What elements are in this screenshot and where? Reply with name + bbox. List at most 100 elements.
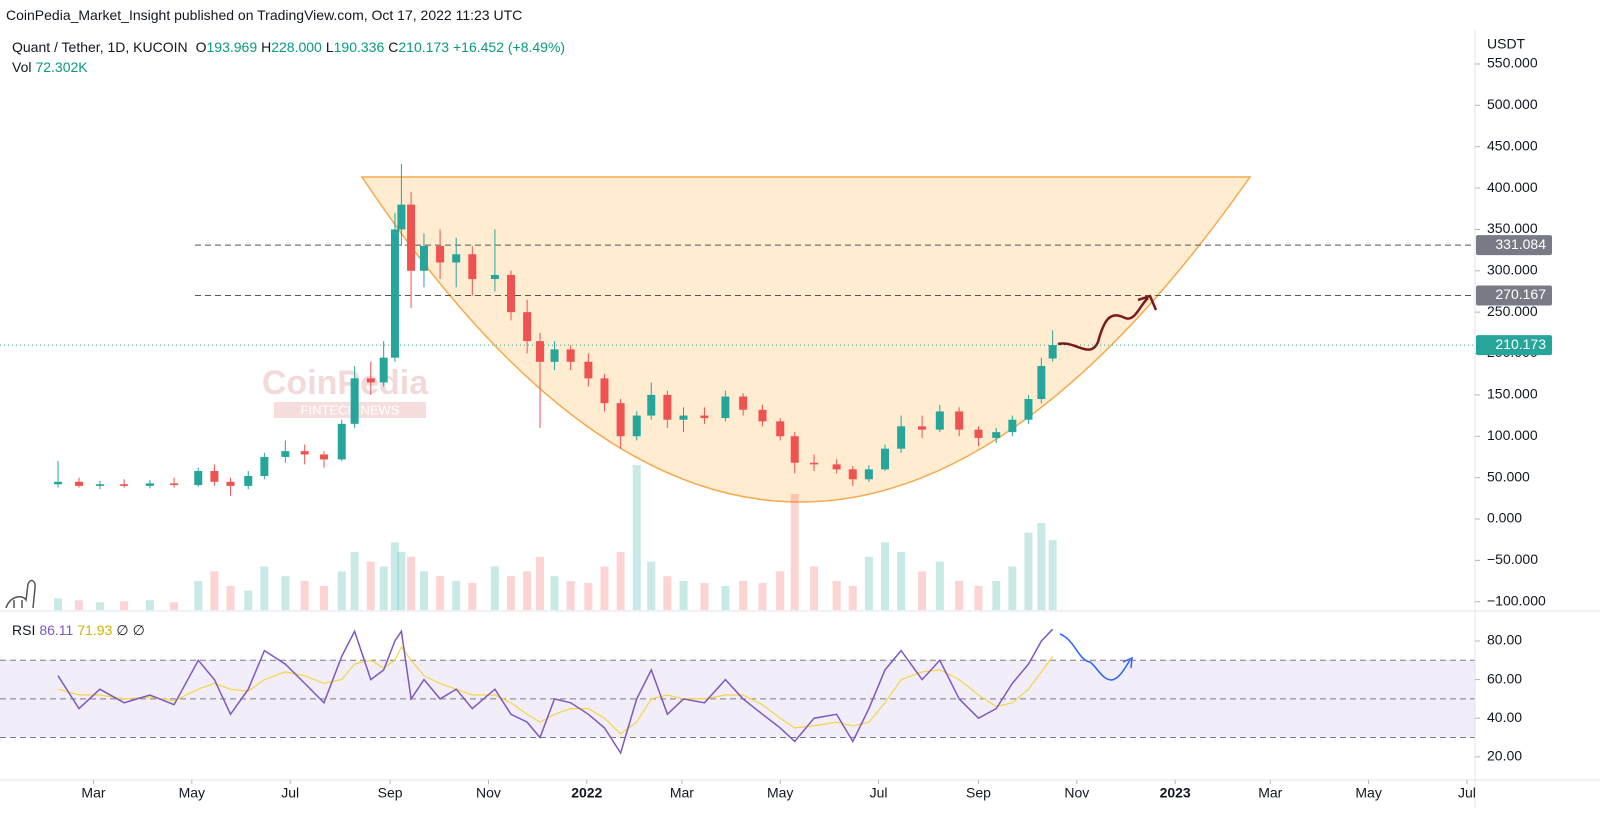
candle-body bbox=[935, 411, 944, 430]
candle-body bbox=[390, 229, 399, 358]
watermark-band bbox=[274, 402, 426, 418]
y-tick-label: 250.000 bbox=[1487, 303, 1538, 319]
rsi-extra: ∅ bbox=[116, 622, 129, 638]
ohlc-value: 210.173 bbox=[398, 39, 449, 55]
unit-label: USDT bbox=[1487, 36, 1526, 52]
candle-body bbox=[1024, 399, 1033, 420]
candle-body bbox=[832, 464, 841, 470]
volume-bar bbox=[260, 566, 269, 610]
candle-body bbox=[145, 483, 154, 486]
volume-bar bbox=[170, 602, 179, 610]
volume-legend: Vol 72.302K bbox=[12, 59, 92, 75]
candle-body bbox=[337, 423, 346, 460]
volume-bar bbox=[935, 561, 944, 610]
volume-bar bbox=[507, 576, 516, 610]
ohlc-value: 228.000 bbox=[271, 39, 322, 55]
volume-bar bbox=[210, 571, 219, 610]
volume-bar bbox=[1048, 540, 1057, 610]
y-tick-label: 0.000 bbox=[1487, 510, 1522, 526]
volume-bar bbox=[679, 581, 688, 610]
last-price-badge bbox=[1476, 335, 1552, 356]
price-change: +16.452 (+8.49%) bbox=[452, 39, 566, 55]
x-tick-label: 2023 bbox=[1160, 785, 1191, 801]
volume-bar bbox=[452, 581, 461, 610]
volume-bar bbox=[1037, 523, 1046, 610]
volume-bar bbox=[832, 581, 841, 610]
candle-body bbox=[550, 349, 559, 362]
volume-bar bbox=[616, 552, 625, 610]
level-badge bbox=[1476, 235, 1552, 256]
candle-body bbox=[721, 396, 730, 419]
candle-body bbox=[974, 429, 983, 438]
candle-body bbox=[1048, 345, 1057, 359]
volume-bar bbox=[536, 556, 545, 610]
volume-bar bbox=[226, 585, 235, 610]
vol-value: 72.302K bbox=[35, 59, 88, 75]
level-label: 270.167 bbox=[1495, 286, 1546, 302]
candle-body bbox=[897, 426, 906, 449]
candle-body bbox=[226, 481, 235, 486]
rsi-line bbox=[57, 628, 1054, 755]
volume-bar bbox=[300, 581, 309, 610]
candle-body bbox=[810, 462, 819, 465]
candle-body bbox=[120, 484, 129, 486]
x-tick-label: Jul bbox=[281, 785, 299, 801]
rsi-arrow-head bbox=[1122, 656, 1133, 669]
volume-bar bbox=[550, 576, 559, 610]
candle-body bbox=[407, 204, 416, 271]
candle-body bbox=[776, 421, 785, 437]
ohlc-key: C bbox=[388, 39, 399, 55]
candle-body bbox=[452, 254, 461, 263]
volume-bar bbox=[974, 585, 983, 610]
rsi-value: 86.11 bbox=[39, 622, 74, 638]
logo-icon bbox=[5, 579, 36, 609]
candle-body bbox=[490, 274, 499, 280]
x-tick-label: May bbox=[179, 785, 205, 801]
ohlc-value: 193.969 bbox=[206, 39, 258, 55]
ohlc-key: H bbox=[261, 39, 272, 55]
candle-body bbox=[95, 484, 104, 486]
y-tick-label: −50.000 bbox=[1487, 551, 1538, 567]
symbol-legend: Quant / Tether, 1D, KUCOIN O193.969 H228.0… bbox=[12, 39, 569, 55]
watermark: CoinPedia FINTECH NEWS bbox=[262, 364, 429, 418]
x-tick-label: 2022 bbox=[571, 785, 602, 801]
last-price-label: 210.173 bbox=[1495, 336, 1546, 352]
candle-body bbox=[700, 415, 709, 419]
y-tick-label: 150.000 bbox=[1487, 386, 1538, 402]
y-tick-label: 450.000 bbox=[1487, 137, 1538, 153]
x-tick-label: Mar bbox=[81, 785, 105, 801]
y-tick-label: 500.000 bbox=[1487, 96, 1538, 112]
rsi-tick-label: 80.00 bbox=[1487, 632, 1522, 648]
volume-bar bbox=[739, 581, 748, 610]
symbol: Quant / Tether, 1D, KUCOIN bbox=[12, 39, 188, 55]
y-tick-label: 300.000 bbox=[1487, 261, 1538, 277]
candle-body bbox=[758, 409, 767, 422]
candle-body bbox=[955, 411, 964, 430]
volume-bar bbox=[523, 571, 532, 610]
candle-body bbox=[281, 451, 290, 457]
x-tick-label: Jul bbox=[870, 785, 888, 801]
rsi-tick-label: 40.00 bbox=[1487, 709, 1522, 725]
volume-bar bbox=[120, 601, 129, 610]
candle-body bbox=[616, 403, 625, 437]
volume-bar bbox=[776, 571, 785, 610]
arrow-head bbox=[1137, 294, 1158, 311]
volume-bar bbox=[397, 552, 406, 610]
candle-body bbox=[663, 394, 672, 420]
candle-body bbox=[1008, 419, 1017, 433]
rsi-ma-value: 71.93 bbox=[77, 622, 113, 638]
candle-body bbox=[419, 245, 428, 271]
volume-bar bbox=[490, 566, 499, 610]
volume-bar bbox=[864, 556, 873, 610]
candle-body bbox=[1037, 365, 1046, 400]
level-label: 331.084 bbox=[1495, 236, 1546, 252]
volume-bar bbox=[600, 566, 609, 610]
y-tick-label: 350.000 bbox=[1487, 220, 1538, 236]
watermark-title: CoinPedia bbox=[262, 364, 429, 402]
y-tick-label: 100.000 bbox=[1487, 427, 1538, 443]
volume-bar bbox=[366, 561, 375, 610]
candle-body bbox=[632, 415, 641, 437]
volume-bar bbox=[566, 581, 575, 610]
